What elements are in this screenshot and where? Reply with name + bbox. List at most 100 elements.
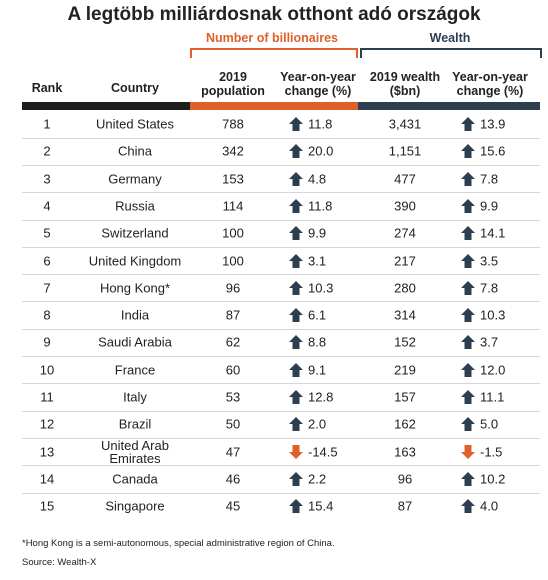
up-arrow — [461, 198, 475, 213]
up-arrow — [461, 499, 475, 514]
row-separator — [22, 356, 540, 358]
population-change: 10.3 — [308, 280, 334, 296]
up-arrow — [289, 308, 303, 323]
rank: 5 — [43, 225, 51, 241]
group-label: Number of billionaires — [206, 31, 338, 45]
wealth: 157 — [394, 389, 416, 405]
population-change: 3.1 — [308, 253, 327, 268]
up-arrow — [289, 117, 303, 131]
up-arrow — [461, 280, 475, 295]
row-separator — [22, 410, 540, 412]
country: Germany — [108, 171, 162, 187]
population-change: 20.0 — [308, 143, 334, 159]
header-bar — [358, 102, 540, 110]
wealth: 96 — [397, 471, 413, 487]
row-separator — [22, 383, 540, 385]
column-header: 2019 wealth ($bn) — [369, 70, 441, 98]
up-arrow — [461, 471, 475, 486]
wealth-change: 12.0 — [480, 362, 506, 378]
population: 114 — [222, 198, 244, 214]
row-separator — [22, 137, 540, 139]
row-separator — [22, 465, 540, 467]
up-arrow — [461, 390, 475, 404]
wealth: 280 — [394, 280, 416, 296]
wealth-change: 9.9 — [480, 198, 499, 214]
population-change: 6.1 — [308, 307, 327, 323]
row-separator — [22, 328, 540, 330]
group-bracket — [190, 48, 358, 58]
title: A legtöbb milliárdosnak otthont adó orsz… — [67, 4, 481, 25]
rank: 7 — [43, 280, 51, 296]
wealth-change: 10.2 — [480, 471, 506, 487]
rank: 1 — [43, 116, 51, 132]
row-separator — [22, 492, 540, 494]
population-change: 9.1 — [308, 362, 327, 378]
row-separator — [22, 219, 540, 221]
rank: 6 — [43, 253, 51, 268]
row-separator — [22, 164, 540, 166]
wealth-change: -1.5 — [480, 444, 503, 460]
wealth: 162 — [394, 416, 416, 432]
group-label: Wealth — [429, 31, 471, 45]
wealth-change: 7.8 — [480, 280, 499, 296]
up-arrow — [289, 471, 303, 486]
row-separator — [22, 301, 540, 303]
wealth: 87 — [397, 498, 413, 514]
up-arrow — [289, 362, 303, 377]
up-arrow — [289, 417, 303, 432]
rank: 12 — [39, 416, 55, 432]
wealth-change: 7.8 — [480, 171, 499, 187]
rank: 2 — [43, 143, 51, 159]
country: Singapore — [105, 498, 165, 514]
wealth: 3,431 — [388, 116, 422, 132]
population: 46 — [225, 471, 241, 487]
wealth: 163 — [394, 444, 416, 460]
up-arrow — [289, 335, 303, 350]
up-arrow — [461, 171, 475, 186]
column-header: Year-on-year change (%) — [452, 70, 528, 98]
row-separator — [22, 437, 540, 439]
population-change: 12.8 — [308, 389, 334, 405]
country: India — [120, 307, 150, 323]
country: Saudi Arabia — [98, 334, 172, 350]
population: 96 — [225, 280, 241, 296]
population: 153 — [222, 171, 244, 187]
wealth: 390 — [394, 198, 416, 214]
up-arrow — [289, 226, 303, 241]
rank: 14 — [39, 471, 55, 487]
population: 62 — [225, 334, 241, 350]
footnote: *Hong Kong is a semi-autonomous, special… — [22, 538, 335, 549]
wealth: 1,151 — [388, 143, 422, 159]
rank: 11 — [40, 389, 54, 405]
rank: 8 — [43, 307, 51, 323]
wealth-change: 5.0 — [480, 416, 499, 432]
source: Source: Wealth-X — [22, 557, 97, 568]
population: 47 — [225, 444, 241, 460]
header-bar — [22, 102, 190, 110]
up-arrow — [461, 253, 475, 268]
up-arrow — [289, 198, 303, 213]
wealth-change: 14.1 — [480, 225, 506, 241]
up-arrow — [461, 308, 475, 323]
country: Russia — [115, 198, 155, 214]
country: Brazil — [118, 416, 152, 432]
country: France — [114, 362, 156, 378]
country: United Kingdom — [88, 253, 182, 268]
up-arrow — [289, 390, 303, 404]
country: Italy — [123, 389, 147, 405]
row-separator — [22, 274, 540, 276]
country: Canada — [112, 471, 158, 487]
down-arrow — [289, 444, 303, 459]
up-arrow — [461, 335, 475, 350]
wealth-change: 3.7 — [480, 334, 499, 350]
country: China — [118, 143, 152, 159]
row-separator — [22, 246, 540, 248]
wealth: 219 — [394, 362, 416, 378]
group-bracket — [360, 48, 542, 58]
population-change: 4.8 — [308, 171, 327, 187]
up-arrow — [461, 362, 475, 377]
wealth-change: 11.1 — [480, 389, 505, 405]
population-change: 15.4 — [308, 498, 334, 514]
wealth: 274 — [394, 225, 416, 241]
